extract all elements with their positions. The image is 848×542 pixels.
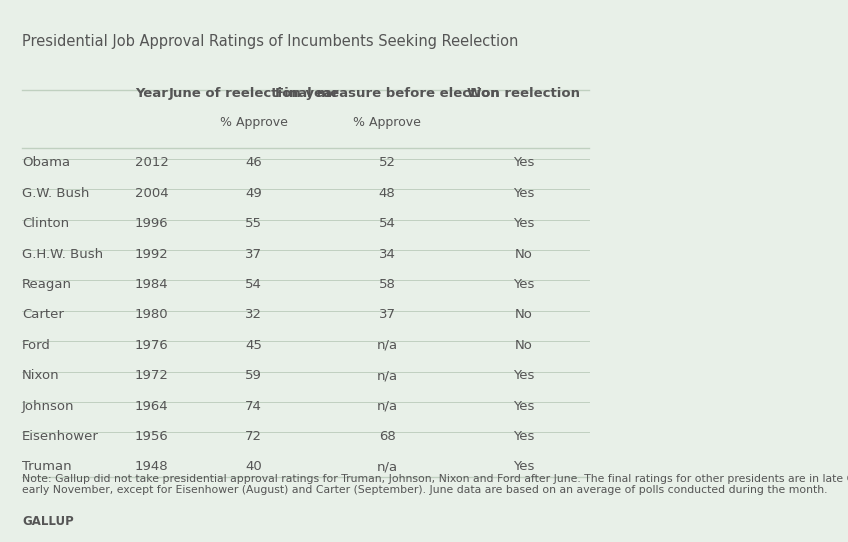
Text: Truman: Truman xyxy=(22,461,71,474)
Text: 58: 58 xyxy=(379,278,396,291)
Text: 52: 52 xyxy=(379,156,396,169)
Text: 55: 55 xyxy=(245,217,262,230)
Text: Won reelection: Won reelection xyxy=(467,87,580,100)
Text: n/a: n/a xyxy=(377,461,398,474)
Text: Clinton: Clinton xyxy=(22,217,69,230)
Text: G.W. Bush: G.W. Bush xyxy=(22,186,89,199)
Text: % Approve: % Approve xyxy=(354,116,421,129)
Text: No: No xyxy=(515,339,533,352)
Text: Yes: Yes xyxy=(513,278,534,291)
Text: 54: 54 xyxy=(379,217,396,230)
Text: Ford: Ford xyxy=(22,339,51,352)
Text: n/a: n/a xyxy=(377,369,398,382)
Text: Yes: Yes xyxy=(513,156,534,169)
Text: 54: 54 xyxy=(245,278,262,291)
Text: 49: 49 xyxy=(245,186,262,199)
Text: Final measure before election: Final measure before election xyxy=(275,87,499,100)
Text: 2004: 2004 xyxy=(135,186,169,199)
Text: 1972: 1972 xyxy=(135,369,169,382)
Text: 2012: 2012 xyxy=(135,156,169,169)
Text: Nixon: Nixon xyxy=(22,369,59,382)
Text: June of reelection year: June of reelection year xyxy=(168,87,339,100)
Text: 72: 72 xyxy=(245,430,262,443)
Text: Yes: Yes xyxy=(513,461,534,474)
Text: Johnson: Johnson xyxy=(22,399,75,412)
Text: Yes: Yes xyxy=(513,430,534,443)
Text: 68: 68 xyxy=(379,430,396,443)
Text: 1956: 1956 xyxy=(135,430,169,443)
Text: No: No xyxy=(515,248,533,261)
Text: 1976: 1976 xyxy=(135,339,169,352)
Text: Eisenhower: Eisenhower xyxy=(22,430,99,443)
Text: 34: 34 xyxy=(379,248,396,261)
Text: 74: 74 xyxy=(245,399,262,412)
Text: 1996: 1996 xyxy=(135,217,169,230)
Text: 1948: 1948 xyxy=(135,461,169,474)
Text: 45: 45 xyxy=(245,339,262,352)
Text: 46: 46 xyxy=(245,156,262,169)
Text: Yes: Yes xyxy=(513,217,534,230)
Text: GALLUP: GALLUP xyxy=(22,515,74,528)
Text: 1992: 1992 xyxy=(135,248,169,261)
Text: 37: 37 xyxy=(379,308,396,321)
Text: n/a: n/a xyxy=(377,339,398,352)
Text: Obama: Obama xyxy=(22,156,70,169)
Text: Yes: Yes xyxy=(513,399,534,412)
Text: % Approve: % Approve xyxy=(220,116,287,129)
Text: 40: 40 xyxy=(245,461,262,474)
Text: No: No xyxy=(515,308,533,321)
Text: 59: 59 xyxy=(245,369,262,382)
Text: 37: 37 xyxy=(245,248,262,261)
Text: G.H.W. Bush: G.H.W. Bush xyxy=(22,248,103,261)
Text: 48: 48 xyxy=(379,186,396,199)
Text: 1980: 1980 xyxy=(135,308,169,321)
Text: Note: Gallup did not take presidential approval ratings for Truman, Johnson, Nix: Note: Gallup did not take presidential a… xyxy=(22,474,848,495)
Text: Presidential Job Approval Ratings of Incumbents Seeking Reelection: Presidential Job Approval Ratings of Inc… xyxy=(22,34,518,49)
Text: 1984: 1984 xyxy=(135,278,169,291)
Text: 32: 32 xyxy=(245,308,262,321)
Text: Year: Year xyxy=(135,87,168,100)
Text: 1964: 1964 xyxy=(135,399,169,412)
Text: n/a: n/a xyxy=(377,399,398,412)
Text: Reagan: Reagan xyxy=(22,278,72,291)
Text: Yes: Yes xyxy=(513,186,534,199)
Text: Carter: Carter xyxy=(22,308,64,321)
Text: Yes: Yes xyxy=(513,369,534,382)
